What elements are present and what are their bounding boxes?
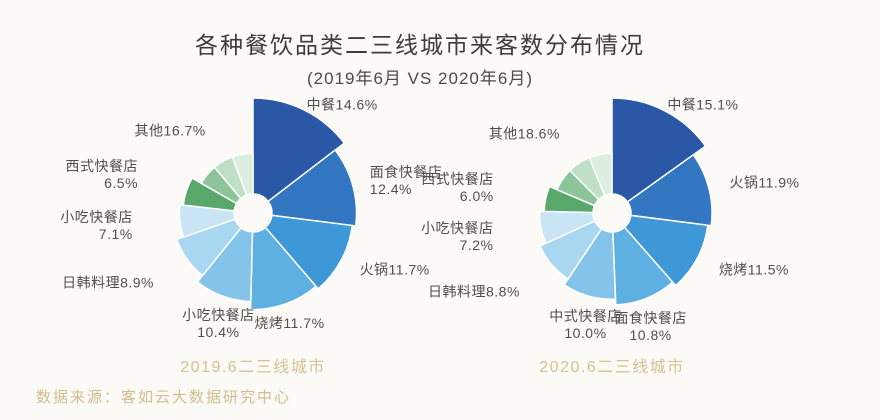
data-source: 数据来源：客如云大数据研究中心: [36, 389, 292, 406]
pie-sector-面食快餐店: [267, 149, 358, 227]
segment-label-面食快餐店: 面食快餐店 10.8%: [614, 309, 687, 343]
pie-sector-烧烤: [623, 214, 709, 287]
rose-donut-svg: [538, 97, 713, 306]
chart-caption-2020: 2020.6二三线城市: [539, 359, 685, 376]
pie-sector-其他: [588, 152, 613, 197]
pie-sector-面食快餐店: [612, 226, 674, 306]
segment-label-中式快餐店: 中式快餐店 10.0%: [549, 307, 622, 341]
segment-label-烧烤: 烧烤11.7%: [254, 315, 325, 332]
segment-label-火锅: 火锅11.9%: [729, 174, 800, 191]
pie-sector-日韩料理: [538, 219, 603, 281]
segment-label-其他: 其他18.6%: [488, 125, 560, 142]
segment-label-其他: 其他16.7%: [134, 122, 206, 139]
segment-label-面食快餐店: 面食快餐店 12.4%: [369, 164, 443, 198]
segment-label-火锅: 火锅11.7%: [359, 261, 430, 278]
pie-sector-火锅: [264, 214, 354, 290]
pie-sector-中餐: [252, 97, 346, 203]
chart-title: 各种餐饮品类二三线城市来客数分布情况: [195, 32, 645, 58]
segment-label-小吃快餐店: 小吃快餐店 7.1%: [60, 209, 133, 243]
segment-label-西式快餐店: 西式快餐店 6.0%: [421, 170, 494, 204]
pie-sector-中式快餐店: [563, 227, 617, 300]
segment-label-烧烤: 烧烤11.5%: [718, 261, 789, 278]
rose-chart-2020: 2020.6二三线城市 中餐15.1% 火锅11.9% 烧烤11.5% 面食快餐店 10…: [392, 83, 832, 383]
segment-label-小吃快餐店: 小吃快餐店 7.2%: [420, 220, 494, 254]
pie-sector-其他: [231, 152, 254, 197]
pie-sector-火锅: [626, 153, 713, 227]
segment-label-中餐: 中餐14.6%: [306, 96, 378, 112]
chart-subtitle: (2019年6月 VS 2020年6月): [307, 69, 533, 88]
segment-label-西式快餐店: 西式快餐店 6.5%: [65, 158, 139, 192]
pie-sector-中餐: [611, 97, 707, 203]
pie-sector-日韩料理: [175, 218, 243, 277]
segment-label-日韩料理: 日韩料理8.9%: [62, 274, 154, 291]
segment-label-日韩料理: 日韩料理8.8%: [428, 283, 520, 299]
rose-donut-svg: [175, 97, 358, 311]
chart-caption-2019: 2019.6二三线城市: [180, 359, 326, 376]
pie-sector-烧烤: [249, 226, 318, 311]
segment-label-中餐: 中餐15.1%: [667, 96, 739, 113]
segment-label-小吃快餐店: 小吃快餐店 10.4%: [182, 307, 255, 341]
pie-sector-小吃快餐店: [196, 226, 254, 303]
rose-chart-2019: 2019.6二三线城市 中餐14.6% 面食快餐店 12.4% 火锅11.7% 烧烤11…: [33, 83, 473, 383]
